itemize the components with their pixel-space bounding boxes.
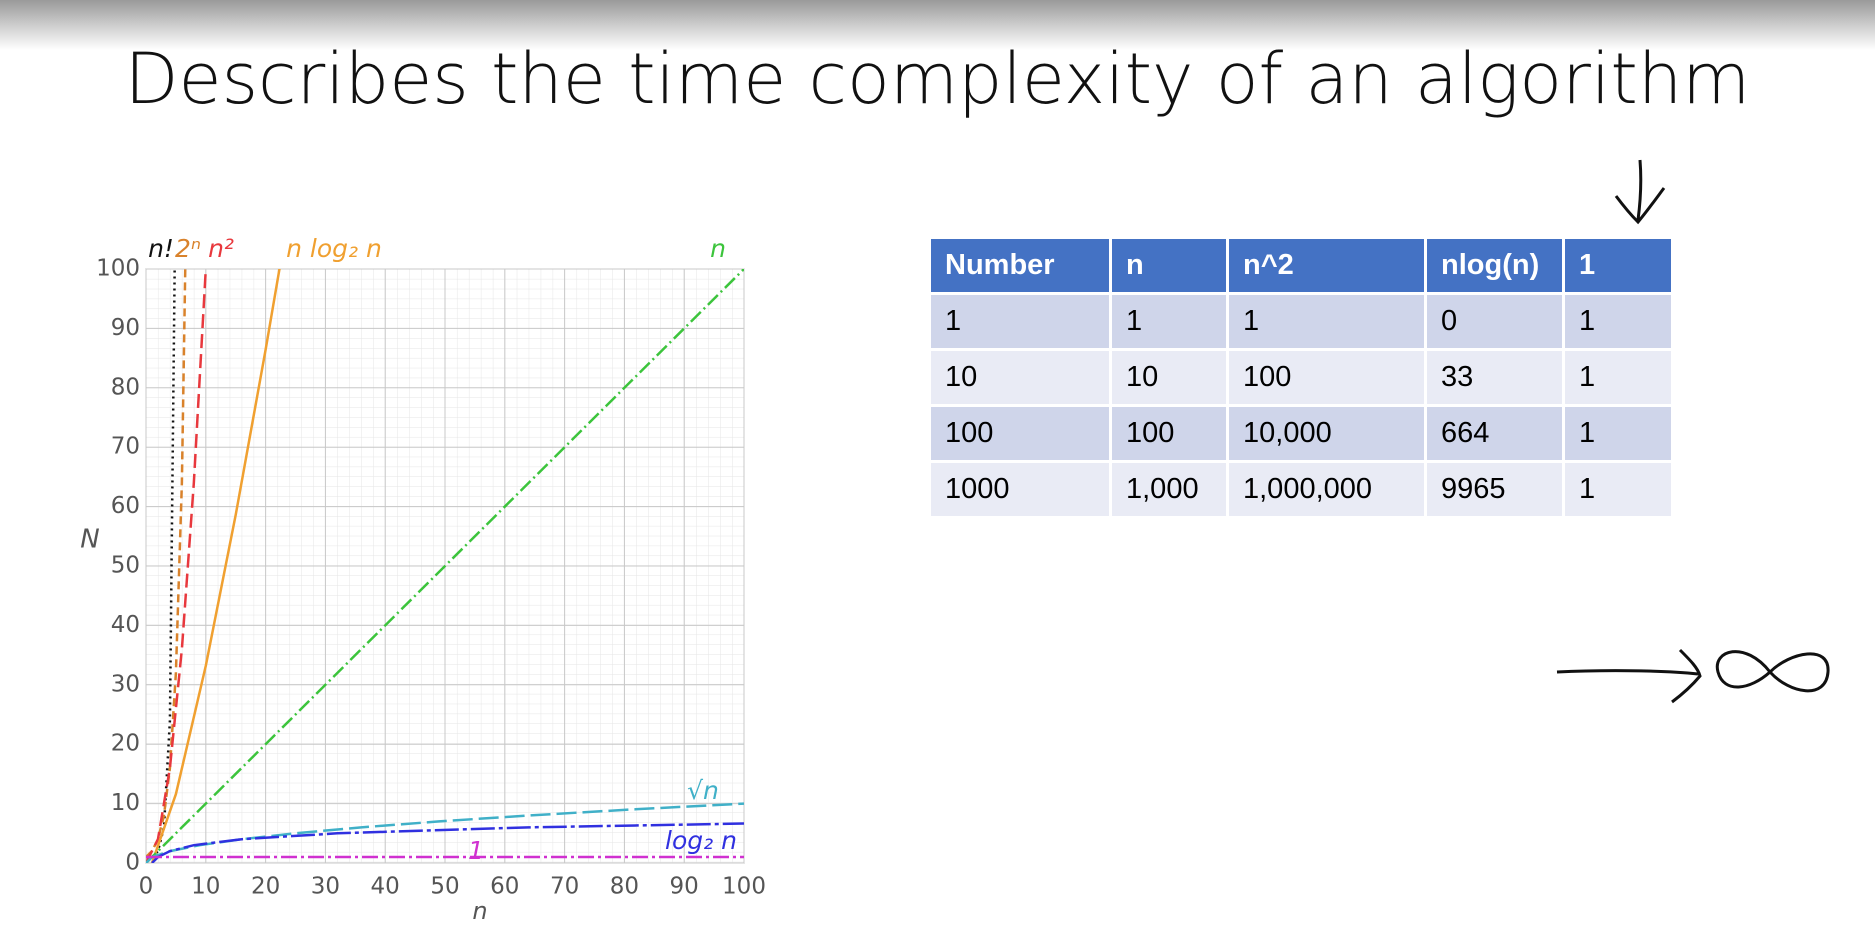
series-label: n! <box>148 234 174 263</box>
series-line <box>146 269 176 859</box>
table-cell: 100 <box>1226 348 1427 407</box>
x-tick-label: 90 <box>670 874 699 900</box>
top-bar <box>0 0 1875 50</box>
table-cell: 664 <box>1424 404 1565 463</box>
table-cell: 10,000 <box>1226 404 1427 463</box>
y-axis-label: N <box>80 525 99 555</box>
y-tick-label: 60 <box>111 493 140 519</box>
header-cell: Number <box>928 236 1112 295</box>
series-line <box>146 802 744 863</box>
header-cell: n <box>1109 236 1229 295</box>
data-table: Number n n^2 nlog(n) 1 1 1 1 0 1 10 10 100 33 1 100 100 1… <box>928 236 1674 519</box>
table-cell: 1 <box>1562 292 1674 351</box>
hand-arrow-right <box>1556 648 1702 704</box>
table-cell: 1 <box>928 292 1112 351</box>
y-tick-label: 30 <box>111 671 140 697</box>
table-cell: 1 <box>1562 404 1674 463</box>
y-tick-label: 40 <box>111 612 140 638</box>
table-cell: 1 <box>1562 460 1674 519</box>
table-cell: 1000 <box>928 460 1112 519</box>
series-label: log₂ n <box>665 826 737 855</box>
x-tick-label: 80 <box>610 874 639 900</box>
series-label: 1 <box>468 836 484 865</box>
y-tick-label: 90 <box>111 315 140 341</box>
series-line <box>150 269 281 863</box>
table-row: 100 100 10,000 664 1 <box>928 404 1674 463</box>
x-tick-label: 50 <box>430 874 459 900</box>
header-cell: nlog(n) <box>1424 236 1565 295</box>
y-tick-label: 20 <box>111 731 140 757</box>
table-cell: 100 <box>1109 404 1229 463</box>
x-tick-label: 30 <box>311 874 340 900</box>
series-label: √n <box>687 776 719 805</box>
x-axis-label: n <box>472 897 487 925</box>
table-cell: 100 <box>928 404 1112 463</box>
series-label: n² <box>208 234 234 263</box>
table-cell: 10 <box>928 348 1112 407</box>
y-tick-label: 0 <box>125 850 140 876</box>
x-tick-label: 70 <box>550 874 579 900</box>
series-label: n <box>710 234 726 263</box>
table-cell: 1 <box>1226 292 1427 351</box>
x-tick-label: 0 <box>139 874 154 900</box>
x-tick-label: 100 <box>722 874 766 900</box>
x-tick-label: 20 <box>251 874 280 900</box>
table-cell: 10 <box>1109 348 1229 407</box>
x-tick-label: 10 <box>191 874 220 900</box>
table-cell: 0 <box>1424 292 1565 351</box>
y-tick-label: 50 <box>111 553 140 579</box>
table-row: 1000 1,000 1,000,000 9965 1 <box>928 460 1674 519</box>
y-tick-label: 10 <box>111 790 140 816</box>
table-cell: 33 <box>1424 348 1565 407</box>
slide-title: Describes the time complexity of an algo… <box>124 38 1751 120</box>
x-tick-label: 40 <box>371 874 400 900</box>
table-cell: 9965 <box>1424 460 1565 519</box>
y-tick-label: 100 <box>96 256 140 282</box>
series-line <box>146 269 187 858</box>
hand-infinity <box>1715 650 1830 693</box>
table-cell: 1 <box>1562 348 1674 407</box>
table-cell: 1,000 <box>1109 460 1229 519</box>
table-row: 10 10 100 33 1 <box>928 348 1674 407</box>
y-tick-label: 70 <box>111 434 140 460</box>
series-label: n log₂ n <box>286 234 382 263</box>
table-cell: 1 <box>1109 292 1229 351</box>
hand-arrow-down <box>1614 159 1666 225</box>
header-cell: n^2 <box>1226 236 1427 295</box>
header-row: Number n n^2 nlog(n) 1 <box>928 236 1674 295</box>
series-label: 2ⁿ <box>175 234 201 263</box>
y-tick-label: 80 <box>111 374 140 400</box>
series-line <box>146 269 208 863</box>
series-line <box>146 269 744 863</box>
x-tick-label: 60 <box>490 874 519 900</box>
header-cell: 1 <box>1562 236 1674 295</box>
table-cell: 1,000,000 <box>1226 460 1427 519</box>
